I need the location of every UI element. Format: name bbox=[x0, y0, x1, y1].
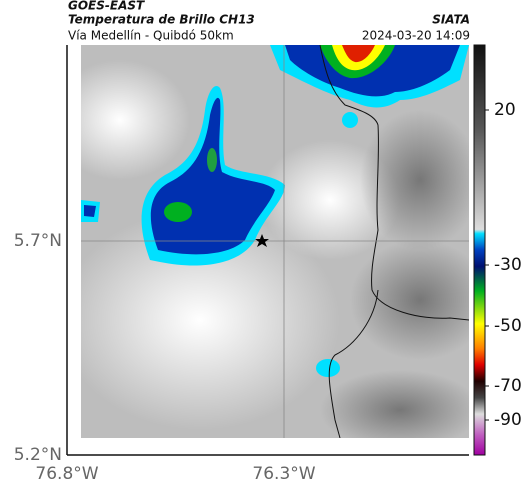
colorbar-tick-label: -30 bbox=[494, 255, 522, 275]
location-star bbox=[255, 234, 269, 247]
lat-tick-label: 5.2°N bbox=[14, 445, 62, 465]
colorbar-tick-label: -70 bbox=[494, 376, 522, 396]
source: SIATA bbox=[432, 13, 470, 27]
region: Vía Medellín - Quibdó 50km bbox=[68, 29, 234, 43]
satellite: GOES-EAST bbox=[68, 0, 145, 13]
product: Temperatura de Brillo CH13 bbox=[68, 13, 255, 27]
lat-tick-label: 5.7°N bbox=[14, 231, 62, 251]
lon-tick-label: 76.3°W bbox=[252, 464, 315, 484]
colorbar bbox=[473, 44, 486, 456]
datetime: 2024-03-20 14:09 bbox=[362, 29, 470, 43]
lon-tick-label: 76.8°W bbox=[35, 464, 98, 484]
colorbar-tick-label: 20 bbox=[494, 100, 516, 120]
labels: 5.7°N 5.2°N76.8°W 76.3°W 20 -30 -50 -70 -90 bbox=[14, 100, 522, 484]
colorbar-tick-label: -90 bbox=[494, 410, 522, 430]
colorbar-tick-label: -50 bbox=[494, 316, 522, 336]
satellite-image bbox=[81, 45, 469, 438]
